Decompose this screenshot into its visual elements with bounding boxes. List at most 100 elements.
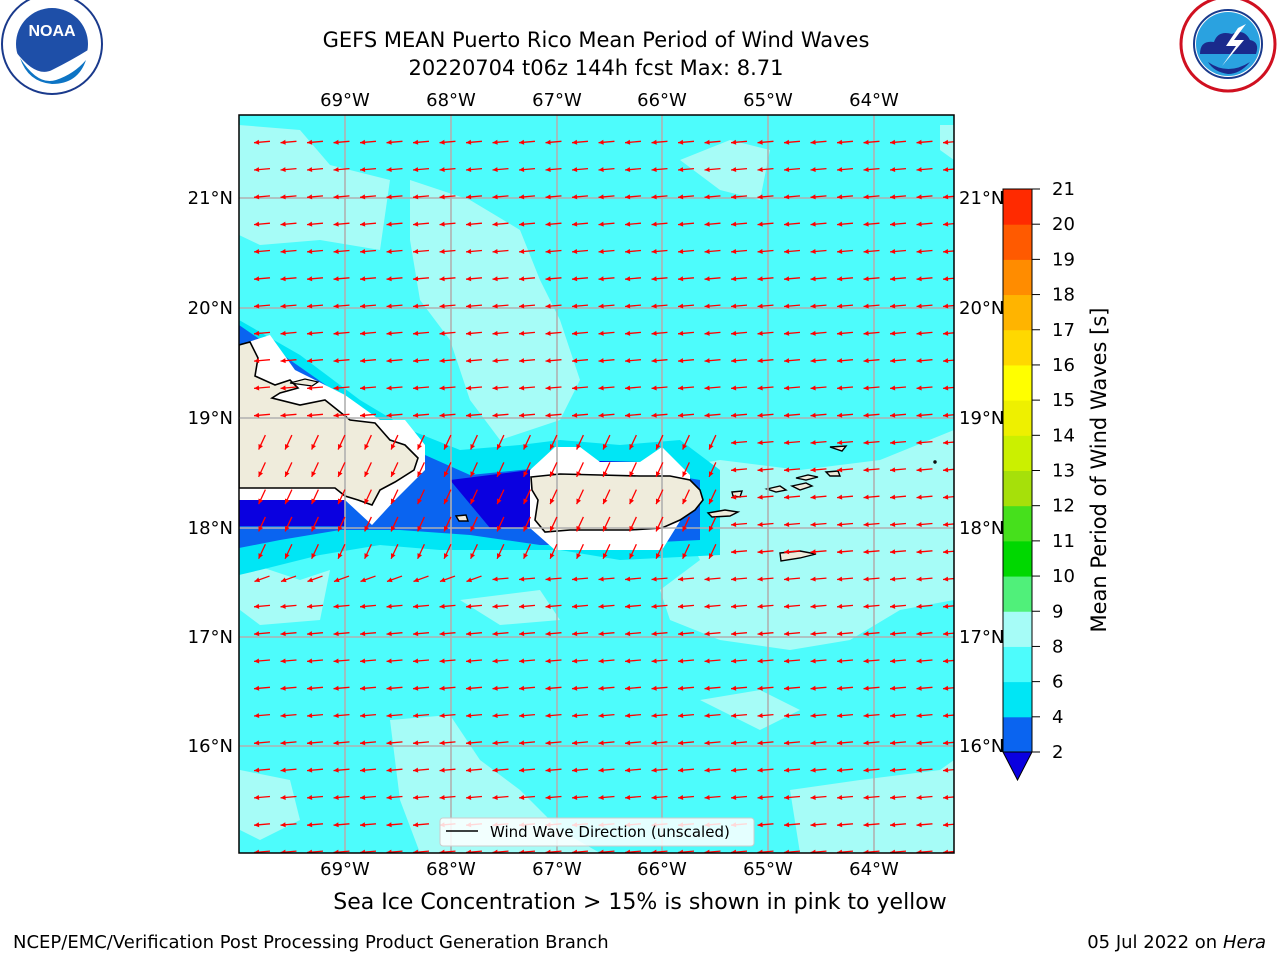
wind-wave-arrow-head [572, 603, 578, 609]
wind-wave-arrow-head [466, 194, 472, 200]
wind-wave-arrow-head [916, 494, 922, 500]
wind-wave-arrow-head [784, 385, 790, 391]
wind-wave-arrow-head [496, 443, 502, 450]
wind-wave-arrow-head [439, 767, 445, 773]
wind-wave-arrow-head [602, 471, 608, 477]
wind-wave-arrow-head [757, 412, 763, 418]
wind-wave-arrow-head [333, 822, 339, 828]
wind-wave-arrow-head [863, 139, 869, 145]
wind-wave-arrow-head [545, 576, 551, 582]
wind-wave-arrow-head [784, 330, 790, 336]
wind-wave-arrow-head [390, 443, 396, 450]
wind-wave-arrow-head [784, 767, 790, 773]
wind-wave-arrow-head [784, 631, 790, 637]
wind-wave-arrow-head [678, 631, 684, 637]
wind-wave-arrow-head [386, 330, 392, 336]
wind-wave-arrow-head [386, 358, 392, 364]
wind-wave-arrow-head [704, 221, 710, 227]
wind-wave-arrow-head [439, 385, 445, 391]
wind-wave-arrow-head [519, 576, 525, 582]
wind-wave-arrow-head [572, 685, 578, 691]
wind-wave-arrow-head [863, 221, 869, 227]
wind-wave-arrow-head [682, 525, 687, 532]
lon-label-top-66w: 66°W [637, 90, 687, 111]
wind-wave-arrow-head [863, 576, 869, 582]
wind-wave-arrow-head [466, 139, 472, 145]
wind-wave-arrow-head [890, 658, 896, 664]
lat-label-right-16n: 16°N [959, 736, 1004, 757]
wind-wave-arrow-head [360, 330, 366, 336]
wind-wave-arrow-head [307, 713, 313, 719]
wind-wave-arrow-head [492, 276, 498, 282]
wind-wave-arrow-head [757, 713, 763, 719]
wind-wave-arrow-head [757, 521, 763, 527]
wind-wave-arrow-head [837, 467, 843, 473]
wind-wave-arrow-head [572, 167, 578, 173]
wind-wave-arrow-head [307, 822, 313, 828]
wind-wave-arrow-head [492, 794, 498, 800]
wind-wave-arrow-head [307, 767, 313, 773]
wind-wave-arrow-head [439, 713, 445, 719]
colorbar-band [1003, 505, 1032, 542]
wind-wave-arrow-head [386, 658, 392, 664]
wind-wave-arrow-head [916, 794, 922, 800]
colorbar-band [1003, 294, 1032, 331]
wind-wave-arrow-head [307, 221, 313, 227]
wind-wave-arrow-head [572, 658, 578, 664]
wind-wave-arrow-head [943, 248, 949, 254]
wind-wave-arrow-head [572, 303, 578, 309]
wind-wave-arrow-head [492, 412, 498, 418]
wind-wave-arrow-head [333, 849, 339, 853]
colorbar-label: Mean Period of Wind Waves [s] [1087, 308, 1111, 633]
wind-wave-arrow-head [439, 740, 445, 746]
wind-wave-arrow-head [678, 603, 684, 609]
wind-wave-arrow-head [519, 194, 525, 200]
wind-wave-arrow-head [655, 553, 661, 559]
colorbar-band [1003, 224, 1032, 260]
wind-wave-arrow-head [625, 685, 631, 691]
wind-wave-arrow-head [810, 303, 816, 309]
colorbar-tick-label: 11 [1052, 531, 1075, 552]
wind-wave-arrow-head [757, 849, 763, 853]
wind-wave-arrow-head [492, 713, 498, 719]
wind-wave-arrow-head [810, 467, 816, 473]
wind-wave-arrow-head [439, 330, 445, 336]
wind-wave-arrow-head [651, 849, 657, 853]
wind-wave-arrow-head [943, 167, 949, 173]
wind-wave-arrow-head [916, 521, 922, 527]
wind-wave-arrow-head [307, 658, 313, 664]
wind-wave-arrow-head [863, 521, 869, 527]
wind-wave-arrow-head [625, 631, 631, 637]
map-title: GEFS MEAN Puerto Rico Mean Period of Win… [322, 28, 870, 52]
wind-wave-arrow-head [625, 767, 631, 773]
wind-wave-arrow-head [943, 467, 949, 473]
wind-wave-arrow-head [280, 194, 286, 200]
wind-wave-arrow-head [837, 330, 843, 336]
lon-label-bottom-66w: 66°W [637, 859, 687, 880]
colorbar-tick-label: 18 [1052, 285, 1075, 306]
wind-wave-arrow-head [360, 794, 366, 800]
wind-wave-arrow-head [863, 685, 869, 691]
wind-wave-arrow-head [413, 631, 419, 637]
wind-wave-arrow-head [731, 576, 737, 582]
wind-wave-arrow-head [837, 440, 843, 446]
wind-wave-arrow-head [333, 577, 340, 583]
wind-wave-arrow-head [439, 221, 445, 227]
wind-wave-arrow-head [651, 685, 657, 691]
wind-wave-arrow-head [258, 553, 263, 559]
wind-wave-arrow-head [254, 385, 260, 391]
wind-wave-arrow-head [810, 631, 816, 637]
wind-wave-arrow-head [810, 248, 816, 254]
wind-wave-arrow-head [731, 549, 737, 555]
wind-wave-arrow-head [439, 603, 445, 609]
wind-wave-arrow-head [333, 631, 339, 637]
wind-wave-arrow-head [545, 794, 551, 800]
wind-wave-arrow-head [890, 685, 896, 691]
wind-wave-arrow-head [360, 412, 366, 418]
wind-wave-arrow-head [890, 385, 896, 391]
wind-wave-arrow-head [284, 443, 290, 450]
wind-wave-arrow-head [890, 603, 896, 609]
wind-wave-arrow-head [625, 221, 631, 227]
wind-wave-arrow-head [810, 276, 816, 282]
colorbar-tick-label: 16 [1052, 355, 1075, 376]
